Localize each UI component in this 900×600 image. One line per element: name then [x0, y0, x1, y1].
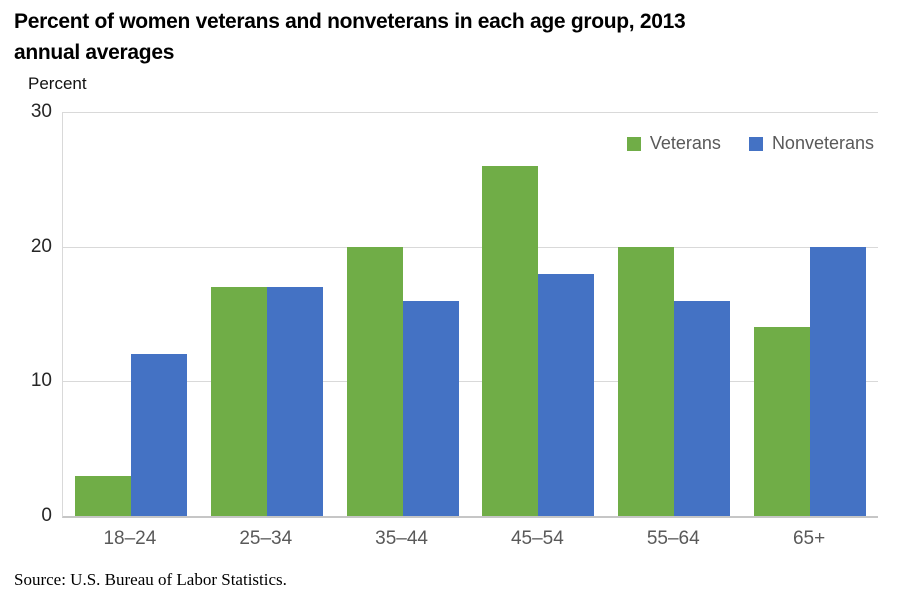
bar-nonveterans-45-54: [538, 273, 595, 516]
y-tick-label-0: 0: [41, 505, 52, 526]
nonveterans-swatch-icon: [748, 136, 763, 151]
legend-item-veterans: Veterans: [626, 133, 721, 154]
bar-veterans-45-54: [482, 165, 539, 516]
x-tick-label-18-24: 18–24: [103, 528, 157, 549]
bar-veterans-18-24: [74, 475, 131, 516]
x-tick-label-35-44: 35–44: [375, 528, 428, 549]
y-tick-label-30: 30: [30, 101, 52, 122]
bar-nonveterans-65+: [810, 246, 867, 516]
y-tick-label-20: 20: [30, 235, 52, 257]
gridline-20: [63, 246, 878, 248]
gridline-30: [63, 112, 878, 113]
bar-veterans-65+: [754, 327, 811, 516]
veterans-swatch-icon: [626, 136, 641, 151]
bar-veterans-25-34: [210, 287, 267, 516]
x-tick-label-65+: 65+: [792, 528, 826, 549]
bar-nonveterans-35-44: [402, 300, 459, 516]
chart-title-line1: Percent of women veterans and nonveteran…: [14, 10, 686, 33]
chart-title: Percent of women veterans and nonveteran…: [14, 6, 686, 68]
bar-veterans-55-64: [618, 246, 675, 516]
gridline-10: [63, 381, 878, 383]
legend-item-nonveterans: Nonveterans: [748, 133, 874, 154]
plot-area: Veterans Nonveterans: [62, 112, 878, 518]
y-tick-label-10: 10: [30, 370, 52, 392]
x-tick-label-45-54: 45–54: [510, 528, 564, 549]
y-axis-title: Percent: [28, 74, 87, 93]
legend-label-veterans: Veterans: [649, 133, 721, 153]
legend: Veterans Nonveterans: [626, 133, 874, 154]
chart-title-line2: annual averages: [14, 41, 175, 64]
x-tick-label-25-34: 25–34: [239, 528, 293, 549]
bar-nonveterans-55-64: [674, 300, 731, 516]
legend-label-nonveterans: Nonveterans: [771, 133, 874, 153]
source-note: Source: U.S. Bureau of Labor Statistics.: [14, 570, 287, 589]
bar-nonveterans-25-34: [266, 287, 323, 516]
bar-nonveterans-18-24: [130, 354, 187, 516]
x-tick-label-55-64: 55–64: [646, 528, 700, 549]
bar-veterans-35-44: [346, 246, 403, 516]
